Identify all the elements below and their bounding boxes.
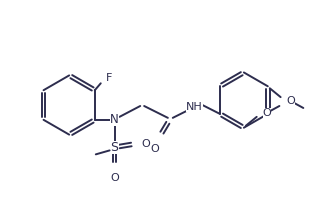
Text: F: F — [106, 73, 112, 83]
Text: N: N — [110, 113, 119, 126]
Text: S: S — [111, 141, 118, 154]
Text: O: O — [110, 173, 119, 183]
Text: O: O — [263, 108, 271, 118]
Text: NH: NH — [186, 102, 203, 112]
Text: O: O — [151, 144, 159, 153]
Text: O: O — [141, 138, 150, 148]
Text: O: O — [287, 96, 295, 106]
